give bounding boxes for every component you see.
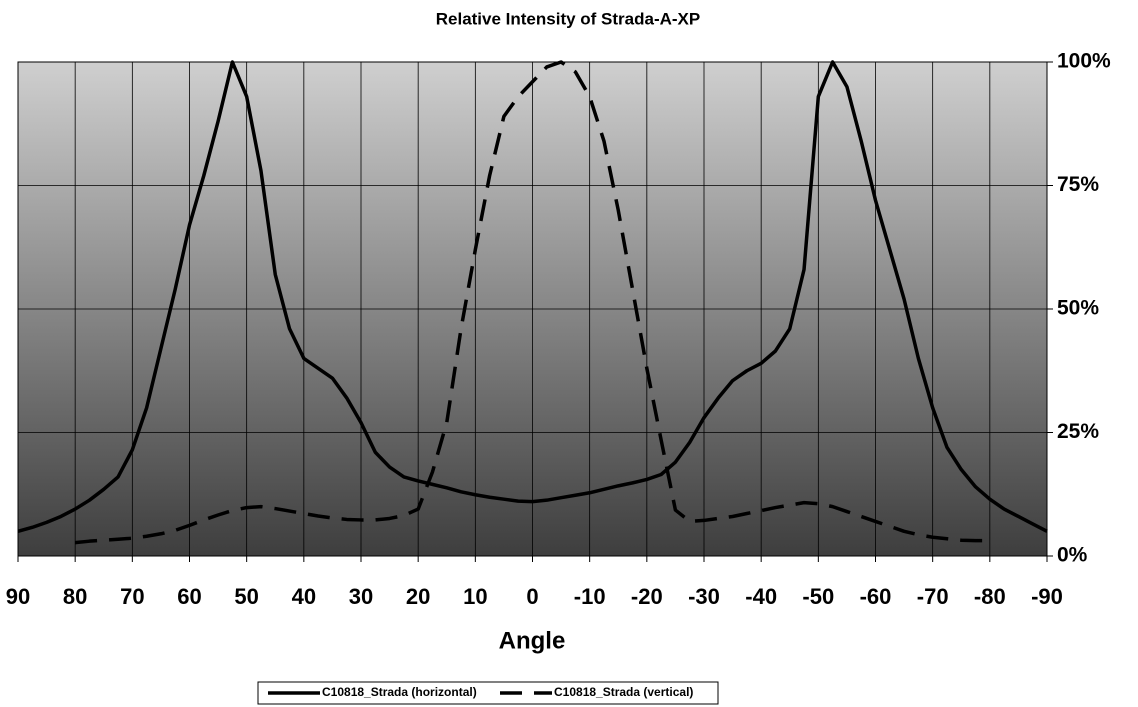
y-tick-label: 25% — [1057, 420, 1099, 443]
x-tick-label: 40 — [292, 584, 316, 609]
x-tick-label: -30 — [688, 584, 720, 609]
x-tick-label: -40 — [745, 584, 777, 609]
x-tick-label: 20 — [406, 584, 430, 609]
x-tick-label: -80 — [974, 584, 1006, 609]
x-tick-label: 30 — [349, 584, 373, 609]
x-tick-label: -70 — [917, 584, 949, 609]
x-tick-label: 70 — [120, 584, 144, 609]
y-tick-label: 100% — [1057, 50, 1111, 73]
x-tick-label: -90 — [1031, 584, 1063, 609]
x-tick-label: -20 — [631, 584, 663, 609]
chart-title: Relative Intensity of Strada-A-XP — [436, 9, 701, 28]
legend-label: C10818_Strada (vertical) — [554, 685, 693, 699]
x-tick-label: -50 — [802, 584, 834, 609]
x-tick-label: 80 — [63, 584, 87, 609]
y-tick-label: 50% — [1057, 297, 1099, 320]
x-tick-label: 0 — [526, 584, 538, 609]
x-tick-label: 60 — [177, 584, 201, 609]
chart: Relative Intensity of Strada-A-XP Angle … — [0, 0, 1138, 707]
x-tick-label: 50 — [234, 584, 258, 609]
x-tick-label: 90 — [6, 584, 30, 609]
x-tick-label: -10 — [574, 584, 606, 609]
legend-label: C10818_Strada (horizontal) — [322, 685, 477, 699]
x-tick-label: -60 — [860, 584, 892, 609]
y-tick-label: 0% — [1057, 544, 1088, 567]
x-tick-label: 10 — [463, 584, 487, 609]
y-tick-label: 75% — [1057, 173, 1099, 196]
x-axis-title: Angle — [499, 627, 566, 654]
